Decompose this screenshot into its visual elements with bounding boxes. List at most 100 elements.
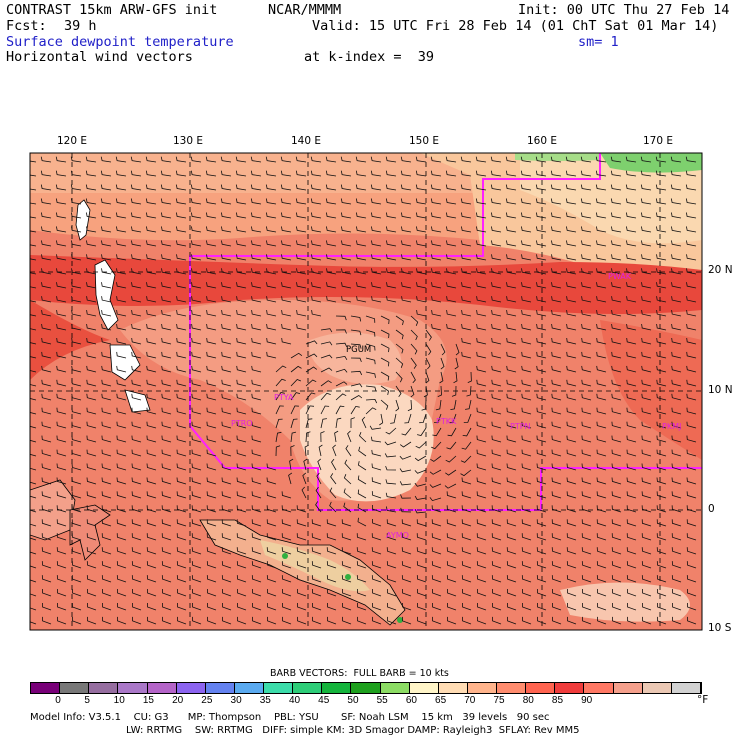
wind-barb: [521, 282, 532, 289]
wind-barb: [536, 379, 547, 387]
wind-barb: [371, 575, 382, 583]
wind-barb: [491, 240, 502, 247]
wind-barb: [206, 519, 217, 527]
wind-barb: [490, 184, 502, 191]
wind-barb: [611, 310, 622, 317]
wind-barb: [365, 357, 376, 365]
wind-barb: [30, 314, 37, 317]
wind-barb: [395, 385, 402, 398]
station-pgum: PGUM: [346, 345, 372, 355]
wind-barb: [161, 435, 172, 443]
wind-barb: [506, 491, 517, 499]
wind-barb: [161, 337, 172, 345]
wind-barb: [71, 337, 82, 345]
wind-barb: [386, 212, 397, 219]
wind-barb: [41, 379, 52, 387]
wind-barb: [380, 371, 390, 381]
wind-barb: [132, 616, 142, 625]
wind-barb: [345, 445, 352, 457]
wind-barb: [266, 463, 277, 471]
k-index-label: at k-index = 39: [304, 49, 435, 65]
wind-barb: [131, 435, 142, 443]
wind-barb: [670, 184, 682, 191]
wind-barb: [206, 477, 217, 485]
wind-barb: [145, 184, 157, 191]
wind-barb: [116, 505, 127, 513]
wind-barb: [221, 463, 232, 471]
wind-barb: [116, 282, 127, 289]
wind-barb: [581, 463, 592, 471]
wind-barb: [131, 365, 142, 373]
wind-barb: [446, 533, 457, 541]
wind-barb: [491, 212, 502, 219]
wind-barb: [461, 561, 472, 569]
wind-barb: [325, 170, 337, 177]
wind-barb: [371, 226, 382, 233]
wind-barb: [365, 315, 376, 323]
wind-barb: [656, 491, 667, 499]
wind-barb: [596, 547, 607, 555]
station-ptro: PTRO: [231, 419, 253, 428]
wind-barb: [341, 240, 352, 247]
wind-barb: [365, 398, 378, 404]
wind-barb: [672, 588, 682, 597]
wind-barb: [400, 198, 412, 205]
wind-barb: [401, 226, 412, 233]
wind-barb: [446, 282, 457, 289]
wind-barb: [305, 353, 318, 359]
wind-barb: [611, 575, 622, 583]
wind-barb: [71, 505, 82, 513]
wind-barb: [655, 198, 667, 205]
wind-barb: [236, 519, 247, 527]
wind-barb: [656, 533, 667, 541]
wind-barb: [566, 561, 577, 569]
wind-barb: [116, 477, 127, 485]
wind-barb: [656, 268, 667, 275]
wind-barb: [490, 170, 502, 177]
smoothing-label: sm= 1: [578, 34, 619, 50]
wind-barb: [191, 254, 202, 261]
wind-barb: [176, 296, 187, 303]
legend-swatch: [497, 683, 527, 693]
wind-barb: [320, 328, 333, 333]
wind-barb: [221, 365, 232, 373]
wind-barb: [611, 561, 622, 569]
wind-barb: [296, 519, 307, 527]
station-aymo: AYMO: [386, 531, 409, 540]
wind-barb: [116, 268, 127, 275]
wind-barb: [56, 310, 67, 317]
wind-barb: [582, 602, 592, 611]
wind-barb: [251, 296, 262, 303]
wind-barb: [358, 446, 367, 457]
wind-barb: [581, 310, 592, 317]
wind-barb: [581, 575, 592, 583]
wind-barb: [206, 296, 217, 303]
wind-barb: [641, 463, 652, 471]
wind-barb: [176, 505, 187, 513]
wind-barb: [686, 533, 697, 541]
wind-barb: [101, 282, 112, 289]
wind-barb: [41, 268, 52, 275]
wind-barb: [175, 156, 187, 163]
wind-barb: [520, 198, 532, 205]
wind-barb: [86, 226, 97, 233]
wind-barb: [329, 487, 337, 499]
wind-barb: [146, 296, 157, 303]
wind-barb: [86, 337, 97, 345]
wind-barb: [30, 439, 37, 443]
wind-barb: [357, 475, 367, 485]
wind-barb: [86, 463, 97, 471]
wind-barb: [71, 393, 82, 401]
wind-barb: [357, 602, 367, 611]
wind-barb: [281, 240, 292, 247]
wind-barb: [222, 602, 232, 611]
wind-barb: [41, 421, 52, 429]
wind-barb: [476, 519, 487, 527]
fcst-label: Fcst:: [6, 18, 47, 34]
wind-barb: [56, 477, 67, 485]
wind-barb: [410, 329, 418, 341]
wind-barb: [176, 407, 187, 415]
wind-barb: [552, 588, 562, 597]
wind-barb: [492, 602, 502, 611]
wind-barb: [399, 468, 412, 473]
